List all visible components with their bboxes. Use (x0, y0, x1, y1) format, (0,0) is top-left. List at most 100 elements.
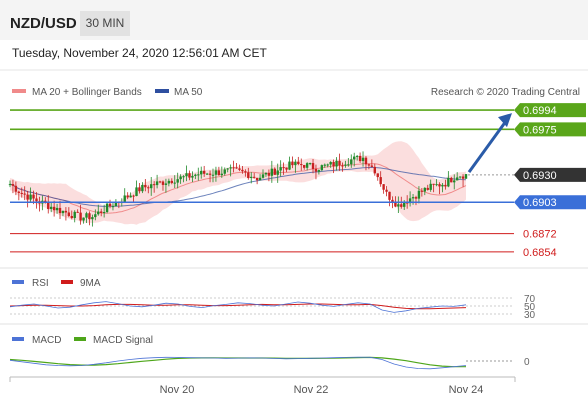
candle (208, 173, 212, 175)
candle (100, 211, 103, 213)
legend-swatch-ma50 (155, 89, 169, 93)
candle (453, 180, 456, 183)
macd-y-tick: 0 (524, 357, 530, 368)
price-level-label: 0.6872 (523, 229, 557, 241)
candle (391, 199, 394, 203)
candle (326, 164, 329, 166)
candle (455, 177, 459, 181)
candle (73, 211, 76, 219)
candle (150, 184, 153, 189)
candle (282, 167, 285, 169)
candle (364, 157, 368, 165)
timestamp: Tuesday, November 24, 2020 12:56:01 AM C… (12, 46, 267, 60)
candle (232, 167, 235, 169)
candle (164, 183, 168, 185)
forecast-arrowhead (498, 113, 512, 128)
candle (252, 176, 256, 178)
candle (191, 175, 194, 178)
candle (229, 167, 232, 169)
candle (238, 168, 241, 170)
forecast-arrow (467, 120, 508, 173)
timeframe-badge[interactable]: 30 MIN (80, 11, 130, 36)
candle (347, 164, 350, 166)
candle (279, 167, 282, 171)
candle (417, 190, 421, 199)
price-level-tag (514, 103, 586, 118)
candle (188, 173, 191, 178)
candle (105, 203, 109, 213)
candle (129, 195, 132, 198)
candle (88, 213, 91, 220)
candle (332, 162, 335, 167)
candle (458, 176, 462, 178)
legend-rsi: RSI (32, 278, 49, 289)
candle (194, 174, 197, 176)
candle (94, 214, 97, 218)
candle (8, 184, 12, 186)
candle (20, 192, 23, 194)
candle (350, 159, 353, 165)
candle (464, 174, 468, 179)
candle (355, 155, 359, 157)
candle (323, 164, 326, 166)
price-level-tag (514, 122, 586, 137)
candle (197, 174, 200, 176)
candle (423, 187, 427, 192)
candle (155, 181, 159, 186)
candle (400, 204, 403, 207)
candle (211, 174, 215, 176)
macd-line (9, 356, 467, 370)
rsi-line (9, 301, 467, 313)
candle (161, 181, 165, 185)
legend-swatch-rsi (12, 280, 24, 284)
candle (29, 194, 32, 200)
legend-bollinger: MA 20 + Bollinger Bands (32, 87, 142, 98)
candle (432, 183, 435, 185)
candle (17, 191, 21, 193)
price-level-label: 0.6930 (523, 170, 557, 182)
candle (273, 168, 276, 175)
candle (223, 169, 226, 174)
candle (123, 195, 126, 203)
candle (300, 164, 303, 166)
candle (52, 206, 56, 211)
candle (270, 168, 274, 176)
candle (85, 213, 88, 218)
legend-swatch-bollinger (12, 89, 26, 93)
candle (414, 197, 418, 199)
candle (264, 172, 268, 175)
candle (394, 202, 397, 207)
candle (226, 168, 229, 170)
legend-9ma: 9MA (80, 278, 101, 289)
candle (35, 198, 38, 202)
pair-title: NZD/USD (10, 15, 77, 32)
candle (258, 177, 262, 181)
candle (438, 184, 441, 187)
candle (82, 217, 85, 221)
candle (429, 183, 432, 190)
candle (302, 165, 306, 168)
candle (361, 157, 365, 162)
candle (411, 197, 415, 199)
candle (141, 184, 144, 192)
candle (202, 170, 206, 174)
candle (461, 176, 465, 179)
x-tick-label: Nov 22 (294, 384, 329, 396)
candle (158, 181, 162, 183)
legend-macd-signal: MACD Signal (93, 335, 153, 346)
candle (32, 194, 35, 199)
price-level-label: 0.6903 (523, 197, 557, 209)
candle (370, 165, 374, 167)
candle (397, 204, 400, 207)
rsi-y-tick: 50 (524, 302, 536, 313)
candle (373, 166, 376, 174)
candle (55, 207, 59, 211)
candle (420, 190, 424, 192)
candle (58, 207, 62, 214)
candle (408, 198, 412, 204)
candle (79, 212, 82, 221)
candle (367, 164, 371, 166)
candle (214, 170, 218, 175)
candle (435, 184, 438, 186)
legend-ma50: MA 50 (174, 87, 203, 98)
